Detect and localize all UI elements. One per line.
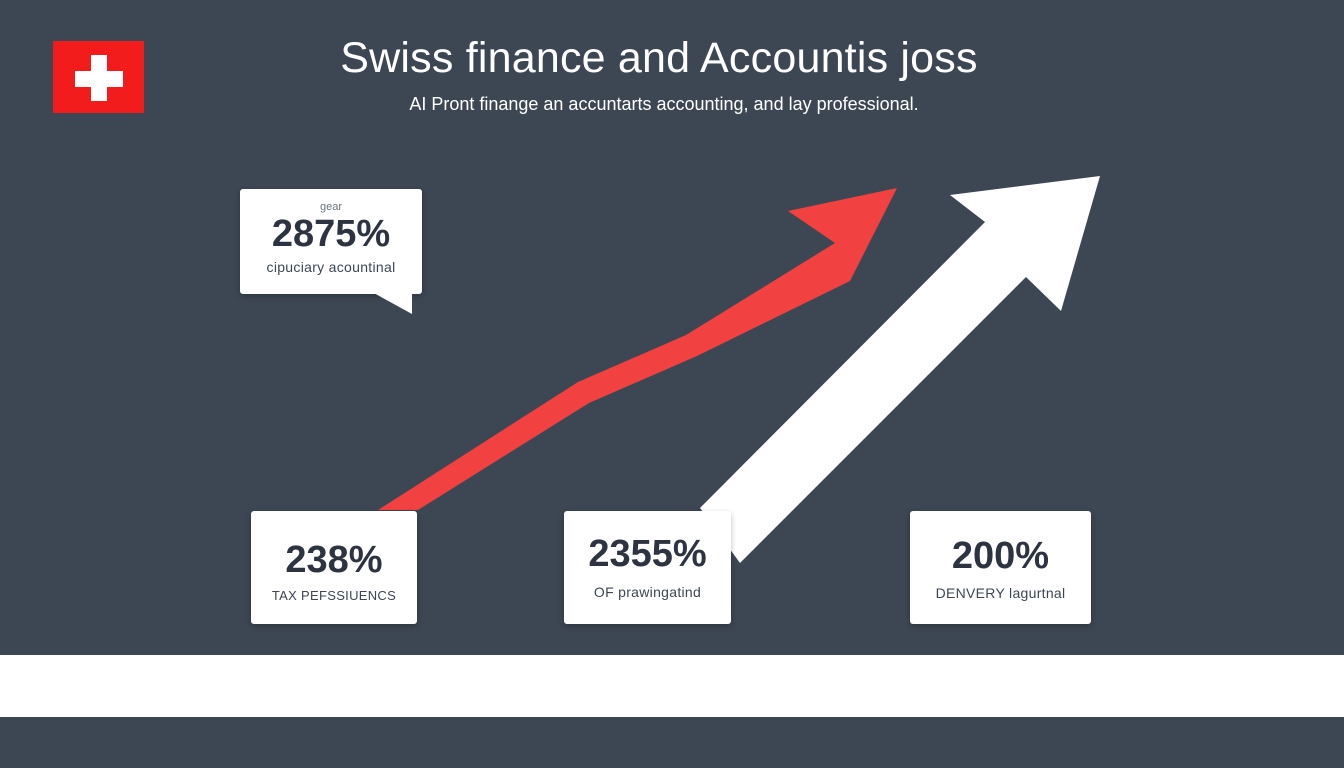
white-trend-arrow — [700, 176, 1100, 563]
stat-card-3-label: OF prawingatind — [593, 584, 702, 600]
stat-card-2-value: 238% — [285, 539, 383, 581]
stat-card-2-label: TAX PEFSSIUENCS — [271, 588, 397, 603]
stat-card-1-value: 2875% — [271, 213, 391, 255]
footer-band — [0, 655, 1344, 717]
red-trend-arrow — [378, 188, 897, 510]
stat-card-2: 238% TAX PEFSSIUENCS — [251, 511, 417, 624]
stat-card-3-value: 2355% — [588, 533, 707, 575]
stat-card-3: 2355% OF prawingatind — [564, 511, 731, 624]
stat-card-1-label: cipuciary acountinal — [266, 259, 396, 275]
page-title: Swiss finance and Accountis joss — [340, 34, 978, 82]
page-subtitle: AI Pront finange an accuntarts accountin… — [409, 94, 919, 114]
flag-cross-horizontal — [75, 71, 123, 87]
stat-card-4-value: 200% — [951, 535, 1050, 577]
speech-bubble-tail — [372, 292, 412, 314]
stat-card-1: gear 2875% cipuciary acountinal — [240, 189, 422, 294]
stat-card-4-label: DENVERY lagurtnal — [935, 585, 1066, 601]
stat-card-1-kicker: gear — [319, 201, 343, 213]
stat-card-4: 200% DENVERY lagurtnal — [910, 511, 1091, 624]
swiss-flag-icon — [53, 41, 144, 113]
